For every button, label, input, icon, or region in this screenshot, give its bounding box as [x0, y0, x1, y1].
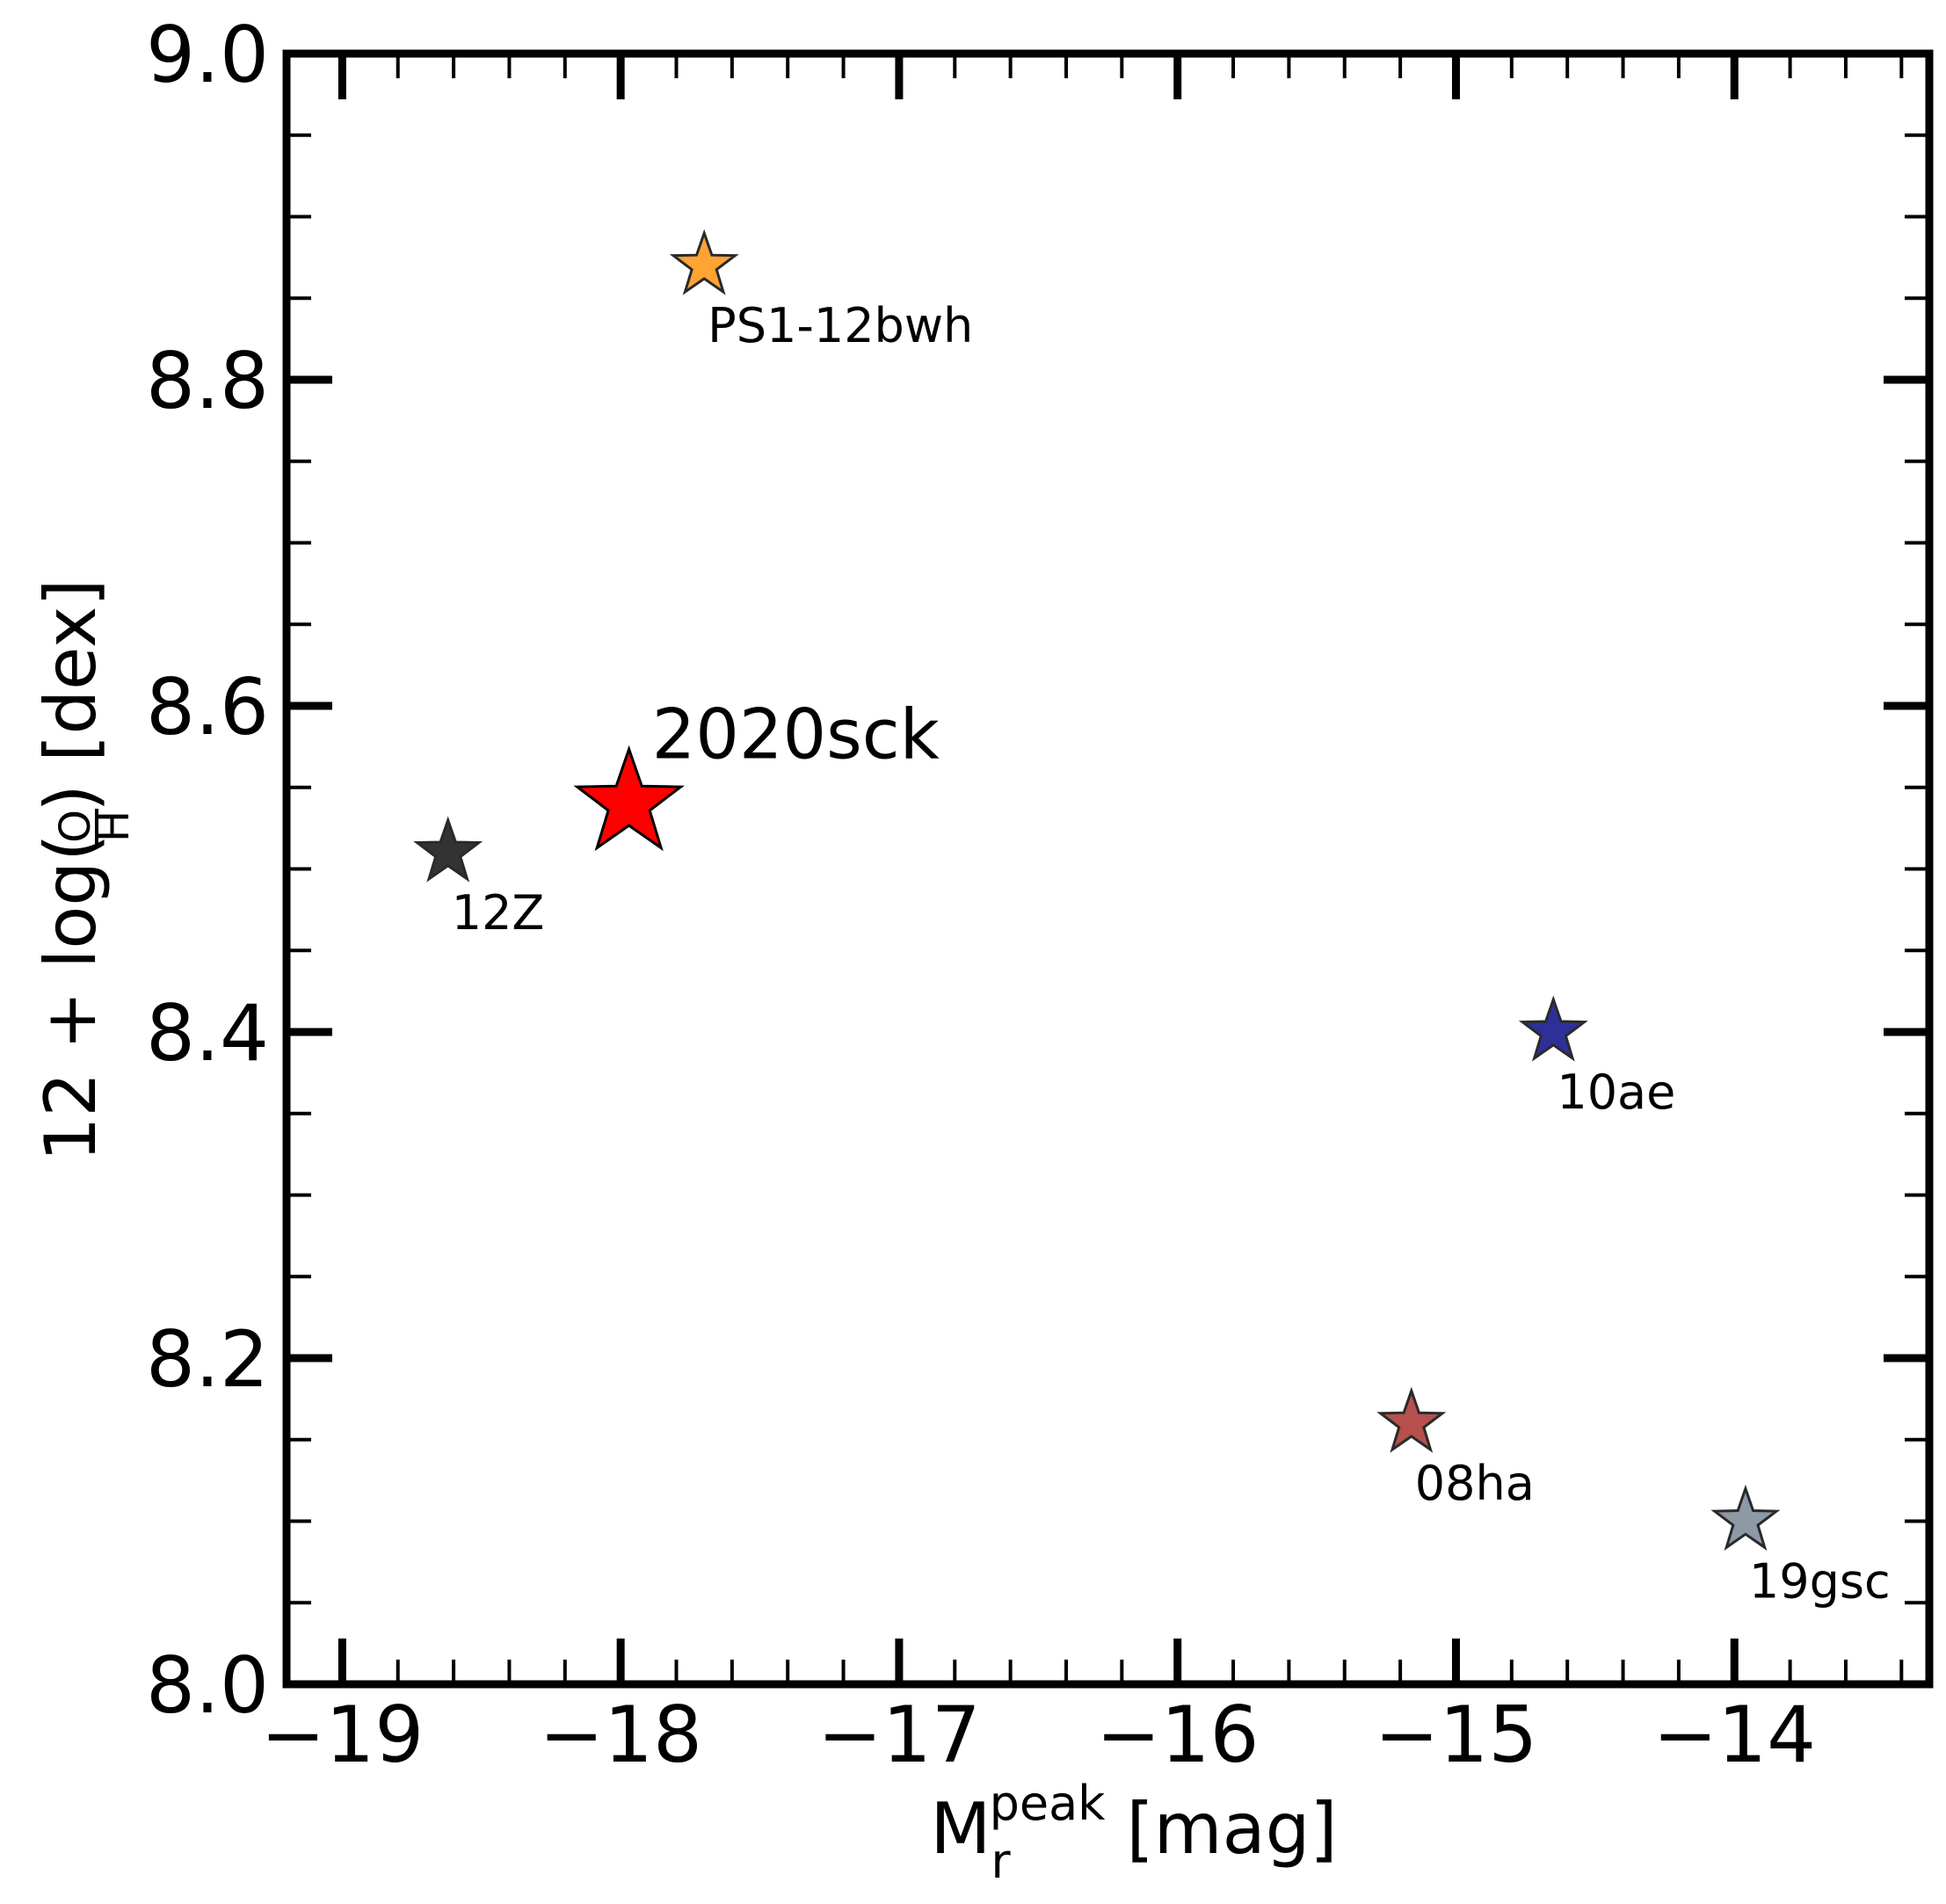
- point-label-19gsc: 19gsc: [1749, 1554, 1891, 1610]
- point-08ha: [1376, 1386, 1447, 1453]
- x-axis-label-sub: r: [991, 1834, 1011, 1889]
- x-axis-label: Mrpeak [mag]: [930, 1776, 1337, 1889]
- svg-text:12 + log( ) [dex]: 12 + log( ) [dex]: [30, 578, 112, 1161]
- x-tick-label: −18: [539, 1690, 702, 1780]
- x-axis-label-main: M: [930, 1788, 991, 1870]
- point-PS1-12bwh: [669, 229, 739, 295]
- x-axis-label-sup: peak: [990, 1776, 1107, 1831]
- y-axis-label-suffix: ) [dex]: [30, 578, 112, 811]
- point-2020sck: [573, 745, 685, 852]
- y-axis-label-prefix: 12 + log(: [30, 834, 112, 1162]
- y-tick-label: 8.2: [146, 1314, 269, 1405]
- major-ticks: [287, 49, 1929, 1689]
- y-axis-label-fraction: OH: [51, 809, 139, 844]
- y-tick-label: 8.4: [146, 988, 269, 1079]
- y-tick-label: 8.0: [146, 1640, 269, 1731]
- y-tick-label: 8.6: [146, 662, 269, 752]
- data-points: [413, 229, 1781, 1552]
- x-axis-label-unit: [mag]: [1126, 1788, 1337, 1870]
- minor-ticks: [287, 52, 1929, 1686]
- y-tick-label: 8.8: [146, 336, 269, 426]
- point-label-08ha: 08ha: [1415, 1456, 1535, 1511]
- point-10ae: [1518, 995, 1588, 1062]
- x-tick-label: −16: [1096, 1690, 1260, 1780]
- plot-frame: [282, 49, 1934, 1689]
- point-19gsc: [1710, 1484, 1781, 1552]
- point-labels: 2020sck PS1-12bwh 12Z 10ae 08ha 19gsc: [452, 298, 1891, 1609]
- point-label-2020sck: 2020sck: [652, 695, 940, 774]
- y-axis-label: 12 + log( ) [dex]: [30, 578, 112, 1161]
- point-label-12Z: 12Z: [452, 885, 545, 941]
- x-tick-label: −19: [260, 1690, 424, 1780]
- point-label-PS1-12bwh: PS1-12bwh: [708, 298, 973, 353]
- y-tick-label: 9.0: [146, 10, 269, 100]
- y-frac-numerator: O: [51, 810, 100, 843]
- y-frac-denominator: H: [90, 810, 139, 842]
- x-tick-label: −17: [817, 1690, 981, 1780]
- x-tick-label: −14: [1652, 1690, 1816, 1780]
- point-12Z: [413, 816, 483, 883]
- point-label-10ae: 10ae: [1557, 1065, 1675, 1120]
- tick-labels: −19 −18 −17 −16 −15 −14 8.0 8.2 8.4 8.6 8.8 9.0: [146, 10, 1816, 1780]
- x-tick-label: −15: [1375, 1690, 1538, 1780]
